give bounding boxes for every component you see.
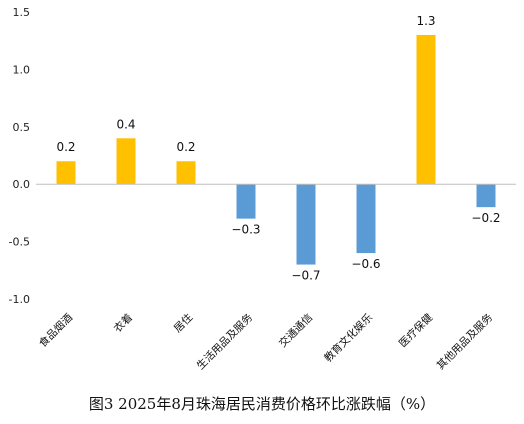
category-label: 医疗保健 xyxy=(396,311,435,350)
bar xyxy=(476,184,496,208)
y-tick-label: 1.0 xyxy=(13,63,31,76)
bar xyxy=(356,184,376,254)
data-label: −0.6 xyxy=(351,257,380,271)
category-label: 交通通信 xyxy=(276,311,315,350)
data-label: 0.2 xyxy=(176,140,195,154)
data-label: 0.2 xyxy=(56,140,75,154)
bar xyxy=(296,184,316,265)
category-label: 其他用品及服务 xyxy=(434,311,496,373)
bar xyxy=(416,34,436,185)
y-tick-label: 0.0 xyxy=(13,178,31,191)
y-tick-label: 0.5 xyxy=(13,121,31,134)
bar xyxy=(176,161,196,185)
y-tick-label: -0.5 xyxy=(9,236,30,249)
category-label: 教育文化娱乐 xyxy=(321,311,375,365)
category-label: 衣着 xyxy=(111,311,135,335)
bar xyxy=(116,138,136,185)
data-label: −0.2 xyxy=(471,211,500,225)
y-tick-label: -1.0 xyxy=(9,293,30,306)
bar xyxy=(236,184,256,219)
category-label: 居住 xyxy=(171,311,195,335)
data-label: 1.3 xyxy=(416,14,435,28)
data-label: 0.4 xyxy=(116,117,135,131)
category-label: 食品烟酒 xyxy=(36,311,75,350)
y-tick-label: 1.5 xyxy=(13,6,31,19)
bar xyxy=(56,161,76,185)
category-label: 生活用品及服务 xyxy=(194,311,256,373)
data-label: −0.3 xyxy=(231,223,260,237)
chart-title: 图3 2025年8月珠海居民消费价格环比涨跌幅（%） xyxy=(88,395,436,413)
data-label: −0.7 xyxy=(291,269,320,283)
